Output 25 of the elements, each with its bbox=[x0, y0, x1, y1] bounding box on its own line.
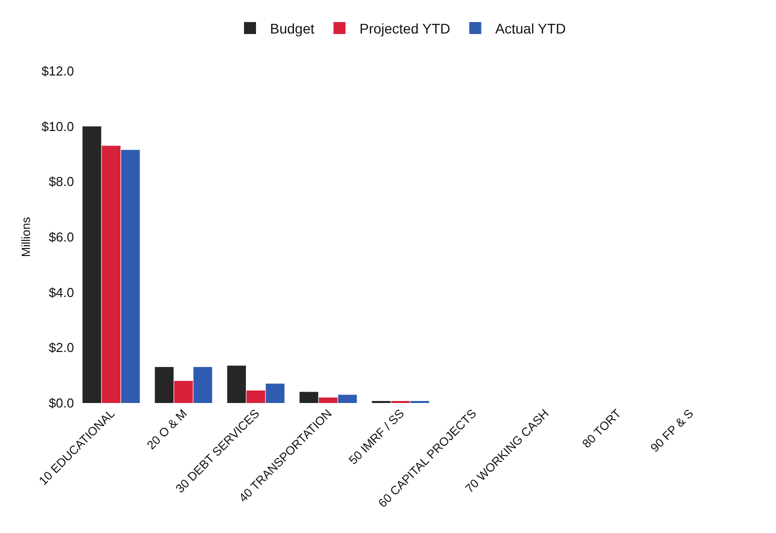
y-tick-label: $10.0 bbox=[41, 118, 74, 134]
bar bbox=[246, 390, 266, 403]
legend-label: Projected YTD bbox=[359, 20, 450, 36]
bar bbox=[193, 367, 212, 403]
y-tick-label: $8.0 bbox=[48, 174, 74, 190]
y-tick-label: $4.0 bbox=[48, 284, 74, 300]
bar bbox=[174, 380, 193, 403]
x-tick-label: 20 O & M bbox=[144, 406, 190, 452]
bar bbox=[227, 366, 246, 403]
bar bbox=[300, 392, 318, 403]
y-tick-label: $6.0 bbox=[48, 230, 74, 245]
bar bbox=[266, 384, 284, 403]
bar bbox=[318, 397, 338, 403]
bar bbox=[338, 394, 357, 403]
y-tick-label: $12.0 bbox=[41, 64, 74, 79]
bar bbox=[154, 367, 174, 403]
y-tick-label: $2.0 bbox=[48, 340, 74, 356]
legend-label: Actual YTD bbox=[495, 20, 566, 36]
y-axis-title: Millions bbox=[18, 216, 33, 258]
legend-label: Budget bbox=[270, 20, 314, 36]
x-tick-label: 90 FP & S bbox=[648, 406, 696, 455]
bar bbox=[121, 150, 140, 403]
bar bbox=[82, 126, 102, 403]
bar bbox=[102, 146, 121, 403]
y-tick-label: $0.0 bbox=[48, 396, 74, 411]
